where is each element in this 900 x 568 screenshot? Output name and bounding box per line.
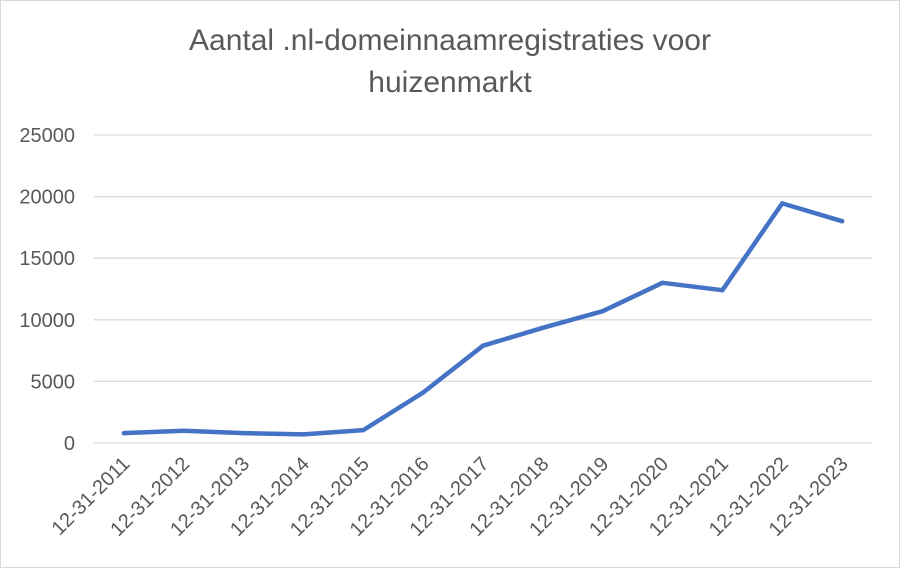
series-group <box>121 201 845 437</box>
data-point-12-31-2014 <box>301 432 306 437</box>
data-point-12-31-2012 <box>181 428 186 433</box>
y-tick-label-5000: 5000 <box>31 371 76 393</box>
y-tick-label-15000: 15000 <box>19 248 75 270</box>
data-point-12-31-2017 <box>480 343 486 348</box>
data-point-12-31-2023 <box>839 219 845 224</box>
y-tick-label-25000: 25000 <box>19 125 75 147</box>
data-point-12-31-2013 <box>241 430 246 436</box>
chart-title: Aantal .nl-domeinnaamregistraties voor h… <box>0 20 900 104</box>
x-axis-ticks: 12-31-201112-31-201212-31-201312-31-2014… <box>48 453 853 541</box>
y-tick-label-20000: 20000 <box>19 187 75 209</box>
data-point-12-31-2011 <box>121 430 127 436</box>
y-tick-label-0: 0 <box>64 433 75 455</box>
data-point-12-31-2020 <box>660 280 665 286</box>
chart-title-line-1: Aantal .nl-domeinnaamregistraties voor <box>189 24 711 57</box>
data-point-12-31-2016 <box>420 390 426 395</box>
data-point-12-31-2015 <box>361 427 366 433</box>
chart-title-line-2: huizenmarkt <box>368 66 532 99</box>
data-point-12-31-2022 <box>780 201 785 206</box>
series-line-0 <box>121 201 845 437</box>
data-point-12-31-2018 <box>540 325 546 331</box>
y-axis-ticks: 0 5000 10000 15000 20000 25000 <box>19 125 75 455</box>
data-point-12-31-2019 <box>600 308 605 314</box>
gridlines <box>94 134 872 444</box>
data-point-12-31-2021 <box>720 288 725 293</box>
y-tick-label-10000: 10000 <box>19 310 75 332</box>
